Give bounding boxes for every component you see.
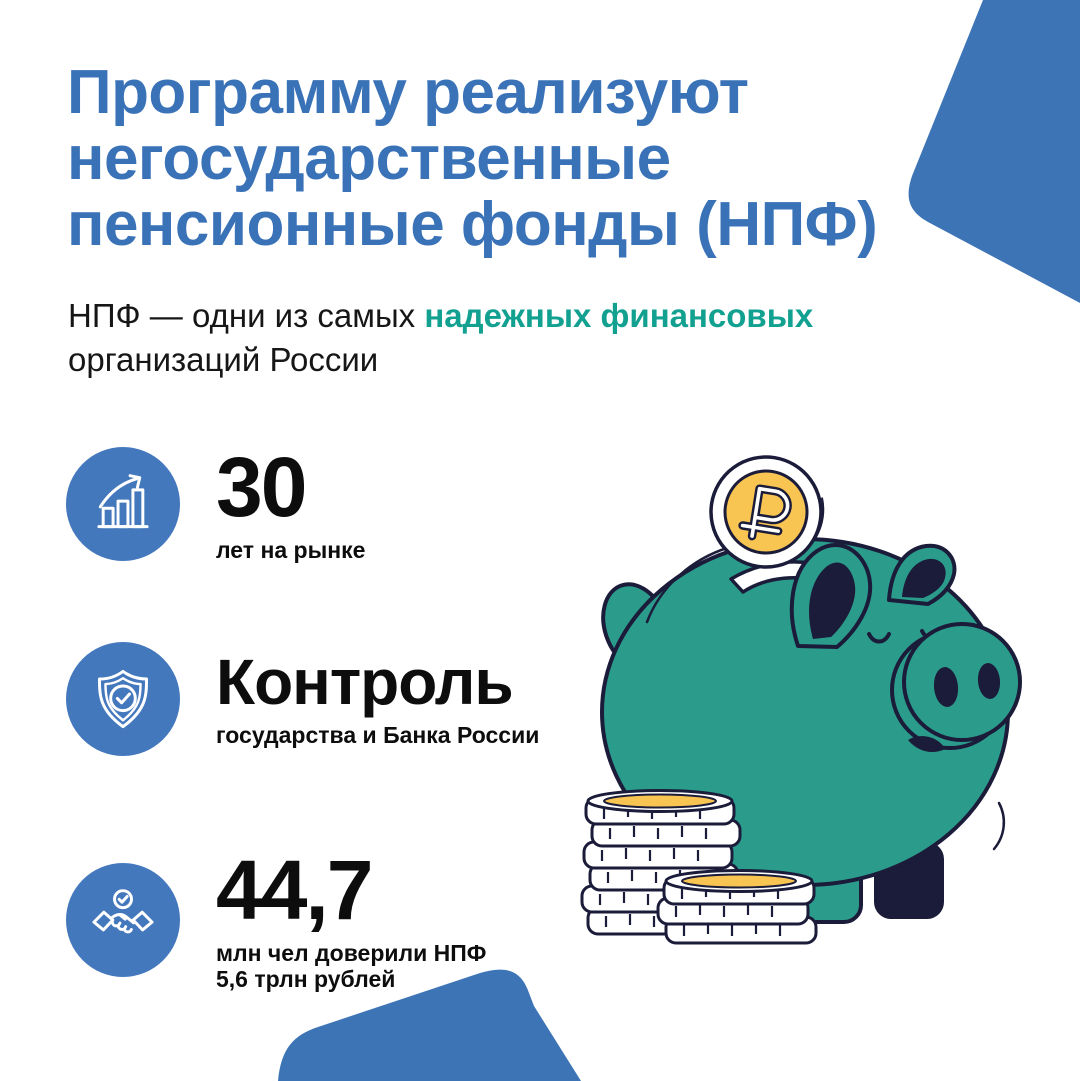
coin-stack-left-top — [586, 789, 734, 813]
pig-nostril-right — [977, 663, 1001, 699]
subtitle-suffix: организаций России — [68, 341, 379, 378]
subtitle: НПФ — одни из самых надежных финансовых … — [68, 294, 858, 382]
stat-value: 44,7 — [216, 843, 374, 937]
coin-stack-left-top-gold — [603, 793, 717, 809]
ruble-sign — [738, 484, 792, 541]
pig-mouth — [908, 736, 945, 752]
pig-eye-left — [867, 632, 891, 644]
stat-value: Контроль — [216, 645, 514, 718]
pig-rear-bump — [601, 582, 671, 672]
pig-eye-right — [920, 629, 944, 641]
stat-text: Контроль государства и Банка России — [216, 650, 539, 749]
stat-icon-circle — [66, 642, 180, 756]
pig-nostril-left — [933, 667, 959, 707]
stat-label: млн чел доверили НПФ 5,6 трлн рублей — [216, 940, 487, 992]
pig-body-detail-line — [992, 801, 1006, 851]
piggy-bank-illustration — [580, 455, 1022, 945]
pig-snout-back — [890, 630, 1010, 750]
stat-years-on-market: 30 лет на рынке — [66, 445, 365, 564]
stat-icon-circle — [66, 863, 180, 978]
subtitle-highlight: надежных финансовых — [424, 297, 814, 334]
ruble-coin — [709, 455, 825, 569]
page-title: Программу реализуют негосударственные пе… — [67, 58, 878, 259]
stat-label: лет на рынке — [216, 537, 366, 563]
handshake-check-icon — [92, 889, 154, 934]
coin-stack-left — [580, 789, 742, 936]
subtitle-prefix: НПФ — одни из самых — [68, 297, 425, 334]
coin-face — [723, 469, 809, 555]
pig-body-detail-line — [645, 546, 729, 624]
pig-snout — [902, 622, 1022, 742]
stat-text: 44,7 млн чел доверили НПФ 5,6 трлн рубле… — [216, 848, 486, 993]
coin-outer-ring — [709, 455, 823, 569]
pig-front-leg — [787, 836, 863, 924]
stat-value: 30 — [216, 440, 307, 534]
stat-text: 30 лет на рынке — [216, 445, 365, 564]
pig-front-ear — [789, 543, 873, 649]
coin-stack-right — [656, 869, 818, 945]
pig-back-leg — [874, 842, 944, 919]
growth-chart-icon — [97, 474, 149, 529]
coin-edge-detail — [806, 497, 825, 550]
coin-stack-right-top-gold — [681, 873, 797, 889]
stat-label: государства и Банка России — [216, 721, 540, 748]
shield-check-icon — [97, 669, 149, 729]
pig-back-ear-inner — [902, 558, 946, 598]
stat-icon-circle — [66, 447, 180, 562]
pig-body — [600, 537, 1010, 887]
coin-slot — [729, 560, 841, 594]
pig-front-ear-inner — [809, 562, 856, 639]
coin-stack-right-top — [664, 869, 814, 893]
stat-state-control: Контроль государства и Банка России — [66, 642, 539, 756]
stat-people-trusted: 44,7 млн чел доверили НПФ 5,6 трлн рубле… — [66, 848, 486, 993]
pig-back-ear — [887, 543, 957, 606]
